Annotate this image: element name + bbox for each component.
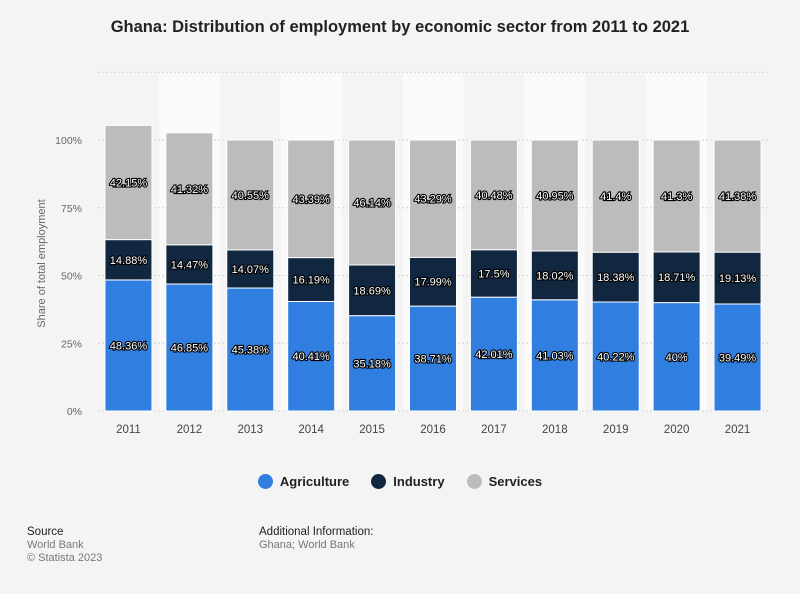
data-label-industry: 14.88% <box>110 255 148 267</box>
chart-title: Ghana: Distribution of employment by eco… <box>110 18 690 36</box>
bar-services <box>591 139 640 253</box>
bar-services <box>348 139 397 266</box>
data-label-services: 40.55% <box>232 190 270 202</box>
data-label-industry: 14.47% <box>171 259 209 271</box>
y-tick-label: 100% <box>55 135 82 147</box>
x-tick-label: 2021 <box>725 424 751 436</box>
data-label-services: 43.39% <box>293 194 331 206</box>
x-tick-label: 2017 <box>481 424 507 436</box>
x-tick-label: 2013 <box>237 424 263 436</box>
data-label-industry: 17.99% <box>414 277 452 289</box>
data-label-agriculture: 42.01% <box>475 349 513 361</box>
legend-item-agriculture[interactable]: Agriculture <box>257 474 350 489</box>
data-label-agriculture: 41.03% <box>536 350 574 362</box>
stacked-bar-chart: 0% 25% 50% 75% 100% Share of total employment… <box>36 71 768 436</box>
additional-info-text: Ghana; World Bank <box>259 539 355 551</box>
x-tick-label: 2018 <box>542 424 568 436</box>
x-tick-label: 2012 <box>177 424 203 436</box>
data-label-agriculture: 40% <box>666 352 688 364</box>
bar-services <box>287 139 336 259</box>
data-label-agriculture: 45.38% <box>232 345 270 357</box>
bar-services <box>469 139 518 251</box>
legend-item-industry[interactable]: Industry <box>371 474 445 489</box>
bar-agriculture <box>104 279 153 412</box>
data-label-agriculture: 48.36% <box>110 340 148 352</box>
legend-label-agriculture: Agriculture <box>279 474 350 489</box>
source-heading: Source <box>27 526 64 538</box>
bar-industry <box>591 251 640 303</box>
x-tick-label: 2014 <box>298 424 324 436</box>
data-label-services: 46.14% <box>353 197 391 209</box>
data-label-services: 40.48% <box>475 190 513 202</box>
copyright: © Statista 2023 <box>27 552 103 564</box>
additional-info-block: Additional Information: Ghana; World Ban… <box>259 526 373 552</box>
bar-agriculture <box>287 300 336 412</box>
additional-info-heading: Additional Information: <box>259 526 374 538</box>
data-label-services: 41.4% <box>600 191 631 203</box>
bar-services <box>165 132 214 246</box>
bar-industry <box>409 256 457 307</box>
data-label-agriculture: 35.18% <box>353 358 391 370</box>
source-link[interactable]: World Bank <box>27 539 84 551</box>
bar-industry <box>469 249 518 298</box>
data-label-industry: 18.38% <box>597 272 635 284</box>
data-label-agriculture: 39.49% <box>719 352 757 364</box>
data-label-agriculture: 40.41% <box>293 351 331 363</box>
data-label-agriculture: 40.22% <box>597 352 635 364</box>
data-label-industry: 14.07% <box>232 264 270 276</box>
legend: Agriculture Industry Services <box>0 474 800 489</box>
legend-label-services: Services <box>488 474 543 489</box>
bar-industry <box>104 239 153 281</box>
data-label-services: 42.15% <box>110 178 148 190</box>
data-label-services: 41.38% <box>719 191 757 203</box>
bar-agriculture <box>652 302 701 412</box>
data-label-industry: 18.71% <box>658 272 696 284</box>
y-axis-label: Share of total employment <box>36 199 48 327</box>
data-label-agriculture: 46.85% <box>171 343 209 355</box>
bar-agriculture <box>530 299 579 412</box>
data-label-industry: 17.5% <box>478 268 509 280</box>
bar-agriculture <box>165 283 214 412</box>
data-label-services: 41.3% <box>661 191 692 203</box>
bar-services <box>530 139 579 252</box>
bar-agriculture <box>409 305 457 412</box>
y-tick-label: 75% <box>61 203 82 215</box>
x-tick-label: 2016 <box>420 424 446 436</box>
x-tick-label: 2020 <box>664 424 690 436</box>
data-label-services: 40.95% <box>536 190 574 202</box>
data-label-industry: 18.69% <box>353 285 391 297</box>
x-tick-label: 2011 <box>116 424 141 436</box>
bar-services <box>226 139 275 251</box>
x-tick-label: 2019 <box>603 424 629 436</box>
y-tick-label: 0% <box>67 406 82 418</box>
legend-item-services[interactable]: Services <box>466 474 543 489</box>
bar-industry <box>287 257 336 302</box>
x-tick-label: 2015 <box>359 424 385 436</box>
bar-industry <box>165 244 214 285</box>
bar-industry <box>226 249 275 289</box>
y-tick-label: 50% <box>61 271 82 283</box>
bar-agriculture <box>348 315 397 412</box>
industry-swatch-icon <box>371 474 387 489</box>
data-label-industry: 16.19% <box>293 275 331 287</box>
legend-label-industry: Industry <box>393 474 445 489</box>
agriculture-swatch-icon <box>257 474 273 489</box>
data-label-industry: 19.13% <box>719 273 757 285</box>
data-label-services: 41.32% <box>171 184 209 196</box>
bar-services <box>104 124 153 241</box>
services-swatch-icon <box>466 474 482 489</box>
bar-agriculture <box>469 296 518 412</box>
bar-services <box>409 139 457 258</box>
bar-agriculture <box>226 287 275 412</box>
bar-services <box>652 139 701 253</box>
data-label-agriculture: 38.71% <box>414 354 452 366</box>
bar-services <box>713 139 762 253</box>
data-label-services: 43.29% <box>414 194 452 206</box>
y-tick-label: 25% <box>61 338 82 350</box>
data-label-industry: 18.02% <box>536 270 574 282</box>
source-block: Source World Bank © Statista 2023 <box>27 526 102 565</box>
